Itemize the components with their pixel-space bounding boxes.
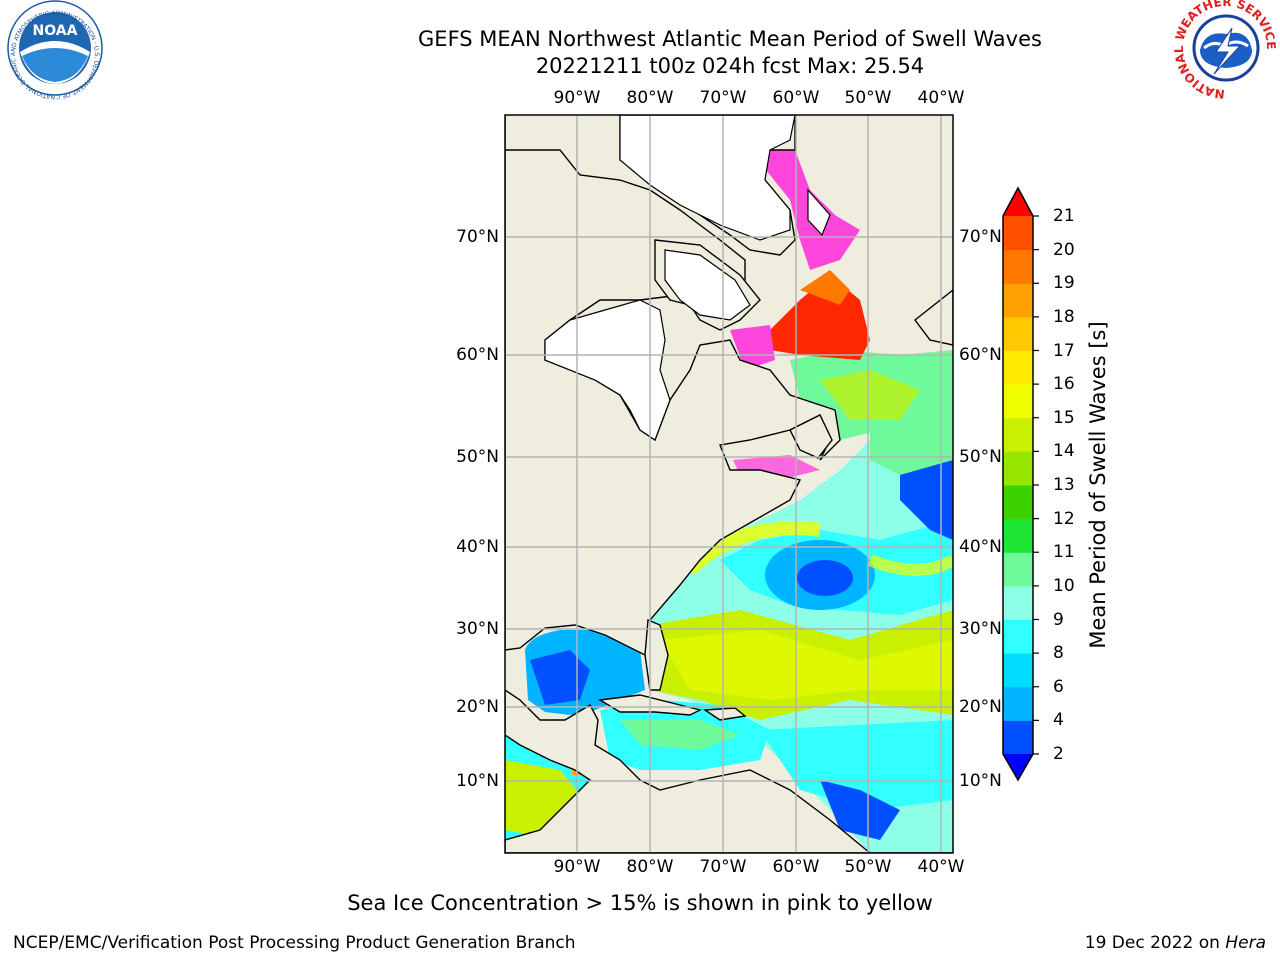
lon-label-bottom: 40°W <box>917 857 965 877</box>
noaa-logo-text: NOAA <box>33 23 78 39</box>
lat-label-left: 40°N <box>456 537 499 557</box>
colorbar-segment <box>1003 451 1033 486</box>
chart-title: GEFS MEAN Northwest Atlantic Mean Period… <box>418 27 1042 51</box>
colorbar-tick-label: 21 <box>1053 206 1075 226</box>
colorbar-segment <box>1003 216 1033 251</box>
lat-label-left: 30°N <box>456 619 499 639</box>
lon-label-top: 90°W <box>553 88 601 108</box>
colorbar-tick-label: 4 <box>1053 710 1064 731</box>
lat-label-right: 40°N <box>959 537 1002 557</box>
map-area <box>505 115 953 853</box>
colorbar-segment <box>1003 283 1033 318</box>
map-frame <box>504 114 954 854</box>
lat-label-right: 10°N <box>959 771 1002 791</box>
colorbar-segment <box>1003 518 1033 553</box>
colorbar-segment <box>1003 552 1033 587</box>
nws-logo: NATIONAL WEATHER SERVICE <box>1172 0 1278 101</box>
lat-label-right: 30°N <box>959 619 1002 639</box>
colorbar-under-arrow <box>1003 754 1033 780</box>
lon-label-bottom: 70°W <box>699 857 747 877</box>
colorbar-segment <box>1003 485 1033 520</box>
colorbar-segment <box>1003 384 1033 419</box>
lon-label-bottom: 80°W <box>626 857 674 877</box>
lon-label-top: 50°W <box>844 88 892 108</box>
lon-label-bottom: 50°W <box>844 857 892 877</box>
colorbar-tick-label: 11 <box>1053 542 1075 563</box>
colorbar-tick-label: 19 <box>1053 273 1075 294</box>
lon-label-bottom: 90°W <box>553 857 601 877</box>
colorbar-segment <box>1003 619 1033 654</box>
footnote: Sea Ice Concentration > 15% is shown in … <box>347 891 933 915</box>
colorbar-tick-label: 10 <box>1053 575 1075 596</box>
chart-subtitle: 20221211 t00z 024h fcst Max: 25.54 <box>535 54 925 78</box>
lat-label-right: 50°N <box>959 447 1002 467</box>
footer-date-text: 19 Dec 2022 on <box>1084 933 1220 953</box>
lat-label-right: 60°N <box>959 345 1002 365</box>
lat-label-left: 10°N <box>456 771 499 791</box>
colorbar-label: Mean Period of Swell Waves [s] <box>1086 321 1110 649</box>
colorbar-tick-label: 20 <box>1053 239 1075 260</box>
lat-label-left: 70°N <box>456 227 499 247</box>
colorbar-tick-label: 8 <box>1053 643 1064 664</box>
lat-label-left: 20°N <box>456 697 499 717</box>
footer-date: 19 Dec 2022 on Hera <box>1085 933 1266 953</box>
colorbar-tick-label: 15 <box>1053 407 1075 428</box>
colorbar-segment <box>1003 316 1033 351</box>
lon-label-top: 40°W <box>917 88 965 108</box>
noaa-logo: NOAA NATIONAL OCEANIC AND ATMOSPHERIC AD… <box>0 0 103 100</box>
colorbar-segment <box>1003 585 1033 620</box>
colorbar-segment <box>1003 686 1033 721</box>
lon-label-top: 80°W <box>626 88 674 108</box>
footer-credit: NCEP/EMC/Verification Post Processing Pr… <box>13 933 576 953</box>
colorbar-segment <box>1003 417 1033 452</box>
lon-label-top: 70°W <box>699 88 747 108</box>
lon-label-top: 60°W <box>772 88 820 108</box>
graticule <box>505 115 953 853</box>
lat-label-right: 20°N <box>959 697 1002 717</box>
colorbar-tick-label: 13 <box>1053 475 1075 495</box>
colorbar-segment <box>1003 249 1033 284</box>
colorbar-tick-label: 16 <box>1053 374 1075 395</box>
colorbar-tick-label: 12 <box>1053 508 1075 529</box>
colorbar <box>1002 186 1039 782</box>
lat-label-left: 60°N <box>456 345 499 365</box>
colorbar-tick-label: 14 <box>1053 441 1075 462</box>
colorbar-tick-label: 18 <box>1053 306 1075 327</box>
colorbar-segment <box>1003 350 1033 385</box>
lon-label-bottom: 60°W <box>772 857 820 877</box>
colorbar-tick-label: 9 <box>1053 609 1064 630</box>
lat-label-right: 70°N <box>959 227 1002 247</box>
colorbar-segment <box>1003 720 1033 755</box>
colorbar-segment <box>1003 653 1033 688</box>
footer-host: Hera <box>1225 933 1266 953</box>
colorbar-tick-label: 6 <box>1053 676 1064 697</box>
colorbar-tick-label: 17 <box>1053 340 1075 361</box>
colorbar-over-arrow <box>1003 188 1033 216</box>
colorbar-tick-label: 2 <box>1053 744 1064 764</box>
lat-label-left: 50°N <box>456 447 499 467</box>
